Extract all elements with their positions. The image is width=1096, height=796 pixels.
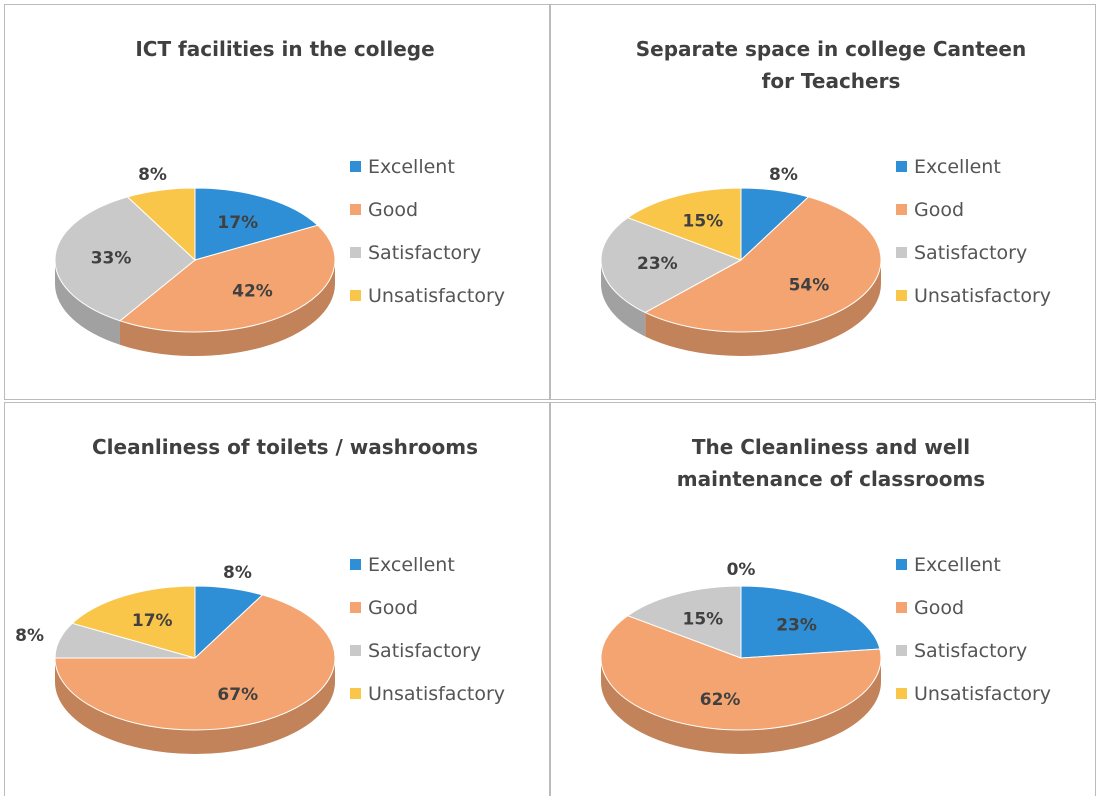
legend-swatch: [350, 247, 361, 258]
chart-panel: The Cleanliness and well maintenance of …: [550, 402, 1096, 796]
pie-slice: [626, 187, 742, 261]
pie-slice-side: [55, 260, 120, 345]
pie-slice-side: [601, 260, 646, 337]
legend-item: Excellent: [896, 543, 1051, 586]
chart-title: ICT facilities in the college: [135, 37, 435, 61]
legend-swatch: [896, 290, 907, 301]
data-label: 15%: [683, 212, 724, 232]
legend-label: Unsatisfactory: [914, 284, 1052, 307]
legend-label: Good: [368, 596, 419, 619]
data-label: 67%: [217, 685, 258, 705]
legend-label: Excellent: [368, 155, 455, 178]
legend-item: Good: [350, 586, 505, 629]
data-label: 62%: [700, 690, 741, 710]
legend-swatch: [350, 602, 361, 613]
legend-label: Excellent: [914, 553, 1001, 576]
legend: Excellent Good Satisfactory Unsatisfactory: [350, 543, 505, 715]
chart-title: The Cleanliness and well maintenance of …: [676, 435, 986, 491]
data-label: 8%: [769, 165, 798, 185]
data-label: 15%: [683, 610, 724, 630]
chart-panel: Separate space in college Canteen for Te…: [550, 4, 1096, 400]
legend-label: Unsatisfactory: [914, 682, 1052, 705]
legend-item: Unsatisfactory: [896, 672, 1051, 715]
pie-area: 8% 67% 8% 17%: [15, 563, 336, 754]
pie-slice: [626, 585, 742, 659]
legend-swatch: [896, 204, 907, 215]
legend-item: Satisfactory: [350, 231, 505, 274]
pie-slice: [194, 187, 319, 261]
legend-swatch: [350, 688, 361, 699]
pie-slice: [600, 217, 743, 314]
legend-item: Satisfactory: [896, 231, 1051, 274]
data-label: 17%: [217, 213, 258, 233]
legend-item: Good: [350, 188, 505, 231]
legend-item: Good: [896, 188, 1051, 231]
legend-item: Good: [896, 586, 1051, 629]
data-label: 33%: [91, 249, 132, 269]
legend-item: Satisfactory: [896, 629, 1051, 672]
legend-label: Excellent: [368, 553, 455, 576]
legend-item: Unsatisfactory: [350, 274, 505, 317]
legend-item: Satisfactory: [350, 629, 505, 672]
pie-slice: [54, 594, 336, 731]
legend-label: Good: [914, 198, 965, 221]
legend-swatch: [896, 688, 907, 699]
legend-item: Excellent: [896, 145, 1051, 188]
pie-area: 8% 54% 23% 15%: [600, 165, 882, 356]
pie-slice: [71, 585, 196, 659]
legend-swatch: [350, 204, 361, 215]
legend-item: Excellent: [350, 145, 505, 188]
pie-slice: [126, 187, 196, 262]
pie-area: 23% 62% 15% 0%: [600, 560, 882, 754]
legend-swatch: [350, 290, 361, 301]
legend-label: Satisfactory: [914, 241, 1028, 264]
chart-panel: Cleanliness of toilets / washrooms 8% 67% 8…: [4, 402, 550, 796]
pie-slice-side: [119, 260, 335, 356]
legend-label: Good: [914, 596, 965, 619]
legend-swatch: [896, 602, 907, 613]
legend-label: Good: [368, 198, 419, 221]
chart-title: Separate space in college Canteen for Te…: [635, 37, 1027, 93]
legend-swatch: [350, 161, 361, 172]
legend: Excellent Good Satisfactory Unsatisfactory: [896, 145, 1051, 317]
data-label: 8%: [223, 563, 252, 583]
data-label: 0%: [727, 560, 756, 580]
data-label: 42%: [232, 281, 273, 301]
legend-swatch: [896, 645, 907, 656]
pie-slice: [118, 224, 336, 333]
legend-swatch: [350, 559, 361, 570]
legend-label: Satisfactory: [368, 639, 482, 662]
legend-swatch: [896, 247, 907, 258]
legend-label: Satisfactory: [914, 639, 1028, 662]
data-label: 23%: [776, 616, 817, 636]
data-label: 8%: [15, 626, 44, 646]
data-label: 23%: [637, 254, 678, 274]
legend-label: Unsatisfactory: [368, 284, 506, 307]
chart-title: Cleanliness of toilets / washrooms: [92, 435, 478, 459]
legend-item: Excellent: [350, 543, 505, 586]
legend-label: Satisfactory: [368, 241, 482, 264]
legend: Excellent Good Satisfactory Unsatisfactory: [896, 543, 1051, 715]
data-label: 54%: [789, 275, 830, 295]
pie-area: 17% 42% 33% 8%: [54, 165, 336, 356]
legend-swatch: [896, 559, 907, 570]
data-label: 8%: [138, 165, 167, 185]
pie-slice-side: [601, 658, 881, 754]
legend-label: Unsatisfactory: [368, 682, 506, 705]
legend-swatch: [350, 645, 361, 656]
pie-slice: [644, 196, 882, 333]
legend-item: Unsatisfactory: [896, 274, 1051, 317]
data-label: 17%: [132, 611, 173, 631]
legend-swatch: [896, 161, 907, 172]
pie-slice-side: [645, 260, 881, 356]
pie-slice: [600, 615, 882, 731]
pie-slice: [740, 585, 881, 659]
legend-label: Excellent: [914, 155, 1001, 178]
pie-slice-side: [55, 658, 335, 754]
chart-panel: ICT facilities in the college 17% 42% 33% 8%…: [4, 4, 550, 400]
legend-item: Unsatisfactory: [350, 672, 505, 715]
legend: Excellent Good Satisfactory Unsatisfactory: [350, 145, 505, 317]
